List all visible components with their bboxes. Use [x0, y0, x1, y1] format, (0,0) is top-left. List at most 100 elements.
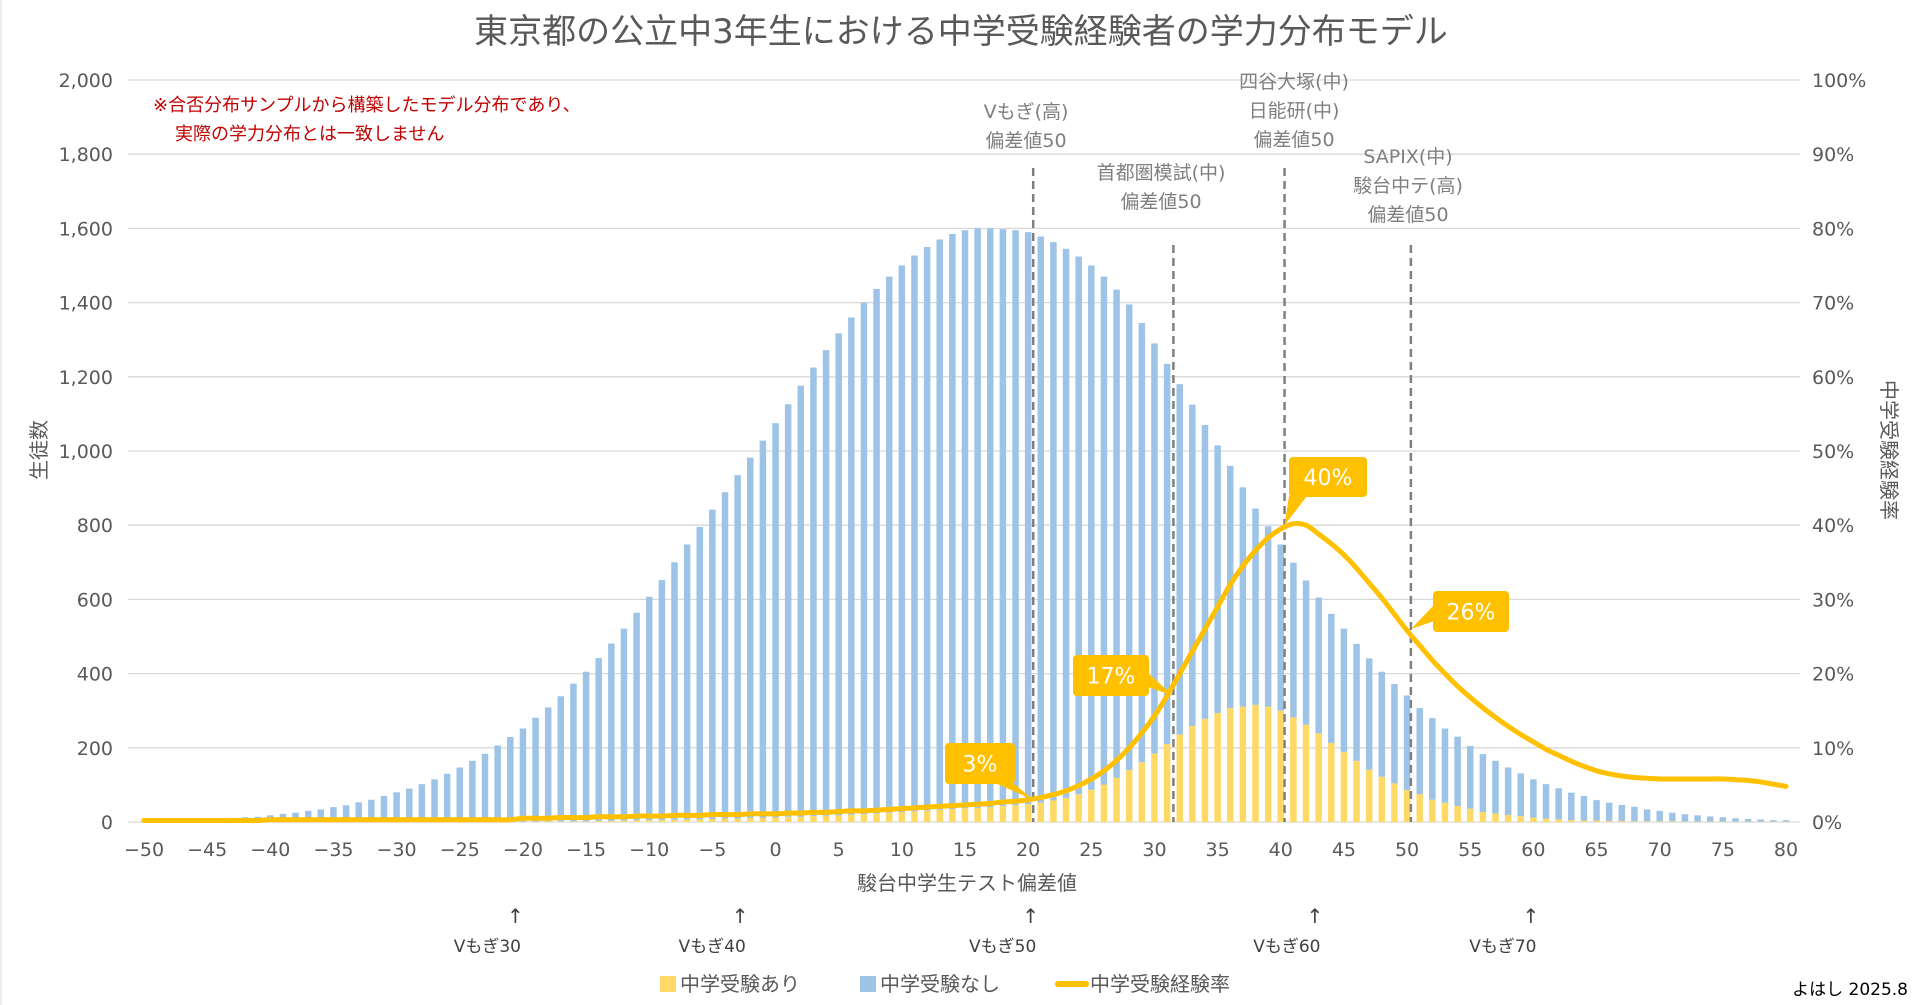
- bar-nashi: [1239, 487, 1247, 707]
- bar-nashi: [1744, 819, 1752, 822]
- bar-ari: [557, 821, 565, 822]
- y2-tick-label: 80%: [1812, 218, 1854, 240]
- bar-nashi: [519, 728, 527, 822]
- x-tick-label: 75: [1711, 839, 1735, 861]
- bar-nashi: [1088, 265, 1095, 790]
- callout: 3%: [945, 743, 1034, 800]
- bar-ari: [810, 816, 817, 822]
- y-tick-label: 0: [101, 812, 113, 834]
- y2-axis-title: 中学受験経験率: [1877, 380, 1901, 520]
- bar-nashi: [1100, 276, 1108, 785]
- bar-nashi: [1719, 817, 1727, 822]
- bar-ari: [1214, 712, 1221, 822]
- reference-line-label: 日能研(中): [1249, 100, 1340, 122]
- y2-tick-label: 70%: [1812, 293, 1854, 315]
- bar-ari: [645, 820, 653, 822]
- bar-ari: [1201, 718, 1209, 822]
- bar-nashi: [974, 228, 981, 808]
- bar-ari: [784, 816, 792, 822]
- bar-nashi: [1252, 508, 1259, 705]
- bar-ari: [1176, 734, 1183, 822]
- bar-ari: [885, 812, 893, 822]
- reference-line-label: 駿台中テ(高): [1353, 175, 1463, 197]
- bar-nashi: [999, 229, 1007, 807]
- y2-tick-label: 30%: [1812, 589, 1854, 611]
- bar-ari: [1012, 805, 1019, 822]
- bar-nashi: [620, 628, 628, 821]
- bar-nashi: [1454, 736, 1461, 807]
- bar-nashi: [443, 773, 451, 822]
- legend-swatch-ari: [660, 976, 676, 992]
- bar-ari: [1517, 816, 1525, 822]
- bar-ari: [1315, 733, 1322, 822]
- bar-nashi: [961, 230, 969, 809]
- x-tick-label: 70: [1648, 839, 1672, 861]
- callout-label: 26%: [1447, 601, 1496, 626]
- bar-nashi: [355, 802, 362, 822]
- bar-nashi: [405, 788, 413, 822]
- bar-ari: [1264, 706, 1272, 822]
- bar-ari: [544, 821, 552, 822]
- bar-nashi: [1328, 613, 1335, 743]
- callout-pointer: [1148, 673, 1174, 696]
- x-tick-label: −25: [440, 839, 480, 861]
- bar-ari: [1151, 753, 1158, 822]
- bar-ari: [633, 820, 640, 822]
- x-tick-label: −20: [503, 839, 543, 861]
- bar-nashi: [1050, 242, 1057, 801]
- bar-ari: [582, 821, 590, 822]
- reference-line-label: 首都圏模試(中): [1097, 162, 1226, 184]
- bar-ari: [721, 818, 729, 822]
- bar-nashi: [595, 658, 602, 821]
- bar-ari: [1542, 818, 1550, 822]
- bar-nashi: [936, 239, 943, 810]
- bar-ari: [1593, 820, 1600, 822]
- bar-nashi: [570, 683, 577, 822]
- bar-nashi: [1656, 810, 1663, 822]
- bar-nashi: [1694, 815, 1701, 822]
- bar-ari: [620, 820, 628, 822]
- y-tick-label: 1,800: [59, 144, 113, 166]
- bar-nashi: [898, 265, 906, 812]
- callout-box: [1289, 457, 1367, 497]
- y2-tick-label: 40%: [1812, 515, 1854, 537]
- legend-label-ari: 中学受験あり: [680, 972, 800, 996]
- bar-nashi: [1782, 820, 1790, 822]
- bar-nashi: [1378, 671, 1386, 777]
- note-line-2: 実際の学力分布とは一致しません: [175, 124, 444, 145]
- bar-nashi: [671, 562, 678, 820]
- bar-ari: [1302, 724, 1310, 822]
- x-tick-label: 80: [1774, 839, 1798, 861]
- bar-nashi: [860, 302, 868, 815]
- bar-nashi: [1504, 767, 1512, 815]
- x-tick-label: 25: [1079, 839, 1103, 861]
- bar-ari: [570, 821, 577, 822]
- secondary-scale-label: Vもぎ50: [969, 937, 1036, 957]
- bar-nashi: [1555, 788, 1562, 820]
- bar-ari: [747, 817, 754, 822]
- bar-ari: [683, 819, 691, 822]
- bar-ari: [1656, 821, 1663, 822]
- bar-ari: [759, 817, 767, 822]
- reference-line-label: SAPIX(中): [1363, 146, 1452, 168]
- bar-ari: [709, 819, 716, 822]
- up-arrow-icon: ↑: [1022, 904, 1039, 928]
- y-tick-label: 1,000: [59, 441, 113, 463]
- bar-nashi: [645, 596, 653, 821]
- bar-nashi: [734, 475, 741, 819]
- y-tick-label: 2,000: [59, 70, 113, 92]
- rate-line-path: [141, 520, 1789, 824]
- bar-ari: [987, 807, 994, 822]
- bar-ari: [974, 807, 981, 822]
- bar-ari: [1669, 821, 1676, 822]
- bar-ari: [961, 808, 969, 822]
- bar-ari: [1555, 819, 1562, 822]
- bar-ari: [1378, 776, 1386, 822]
- bar-nashi: [418, 784, 426, 822]
- bar-nashi: [911, 255, 918, 812]
- bar-nashi: [784, 404, 792, 817]
- bar-nashi: [1429, 718, 1436, 800]
- y2-tick-label: 10%: [1812, 738, 1854, 760]
- bar-ari: [1290, 717, 1297, 822]
